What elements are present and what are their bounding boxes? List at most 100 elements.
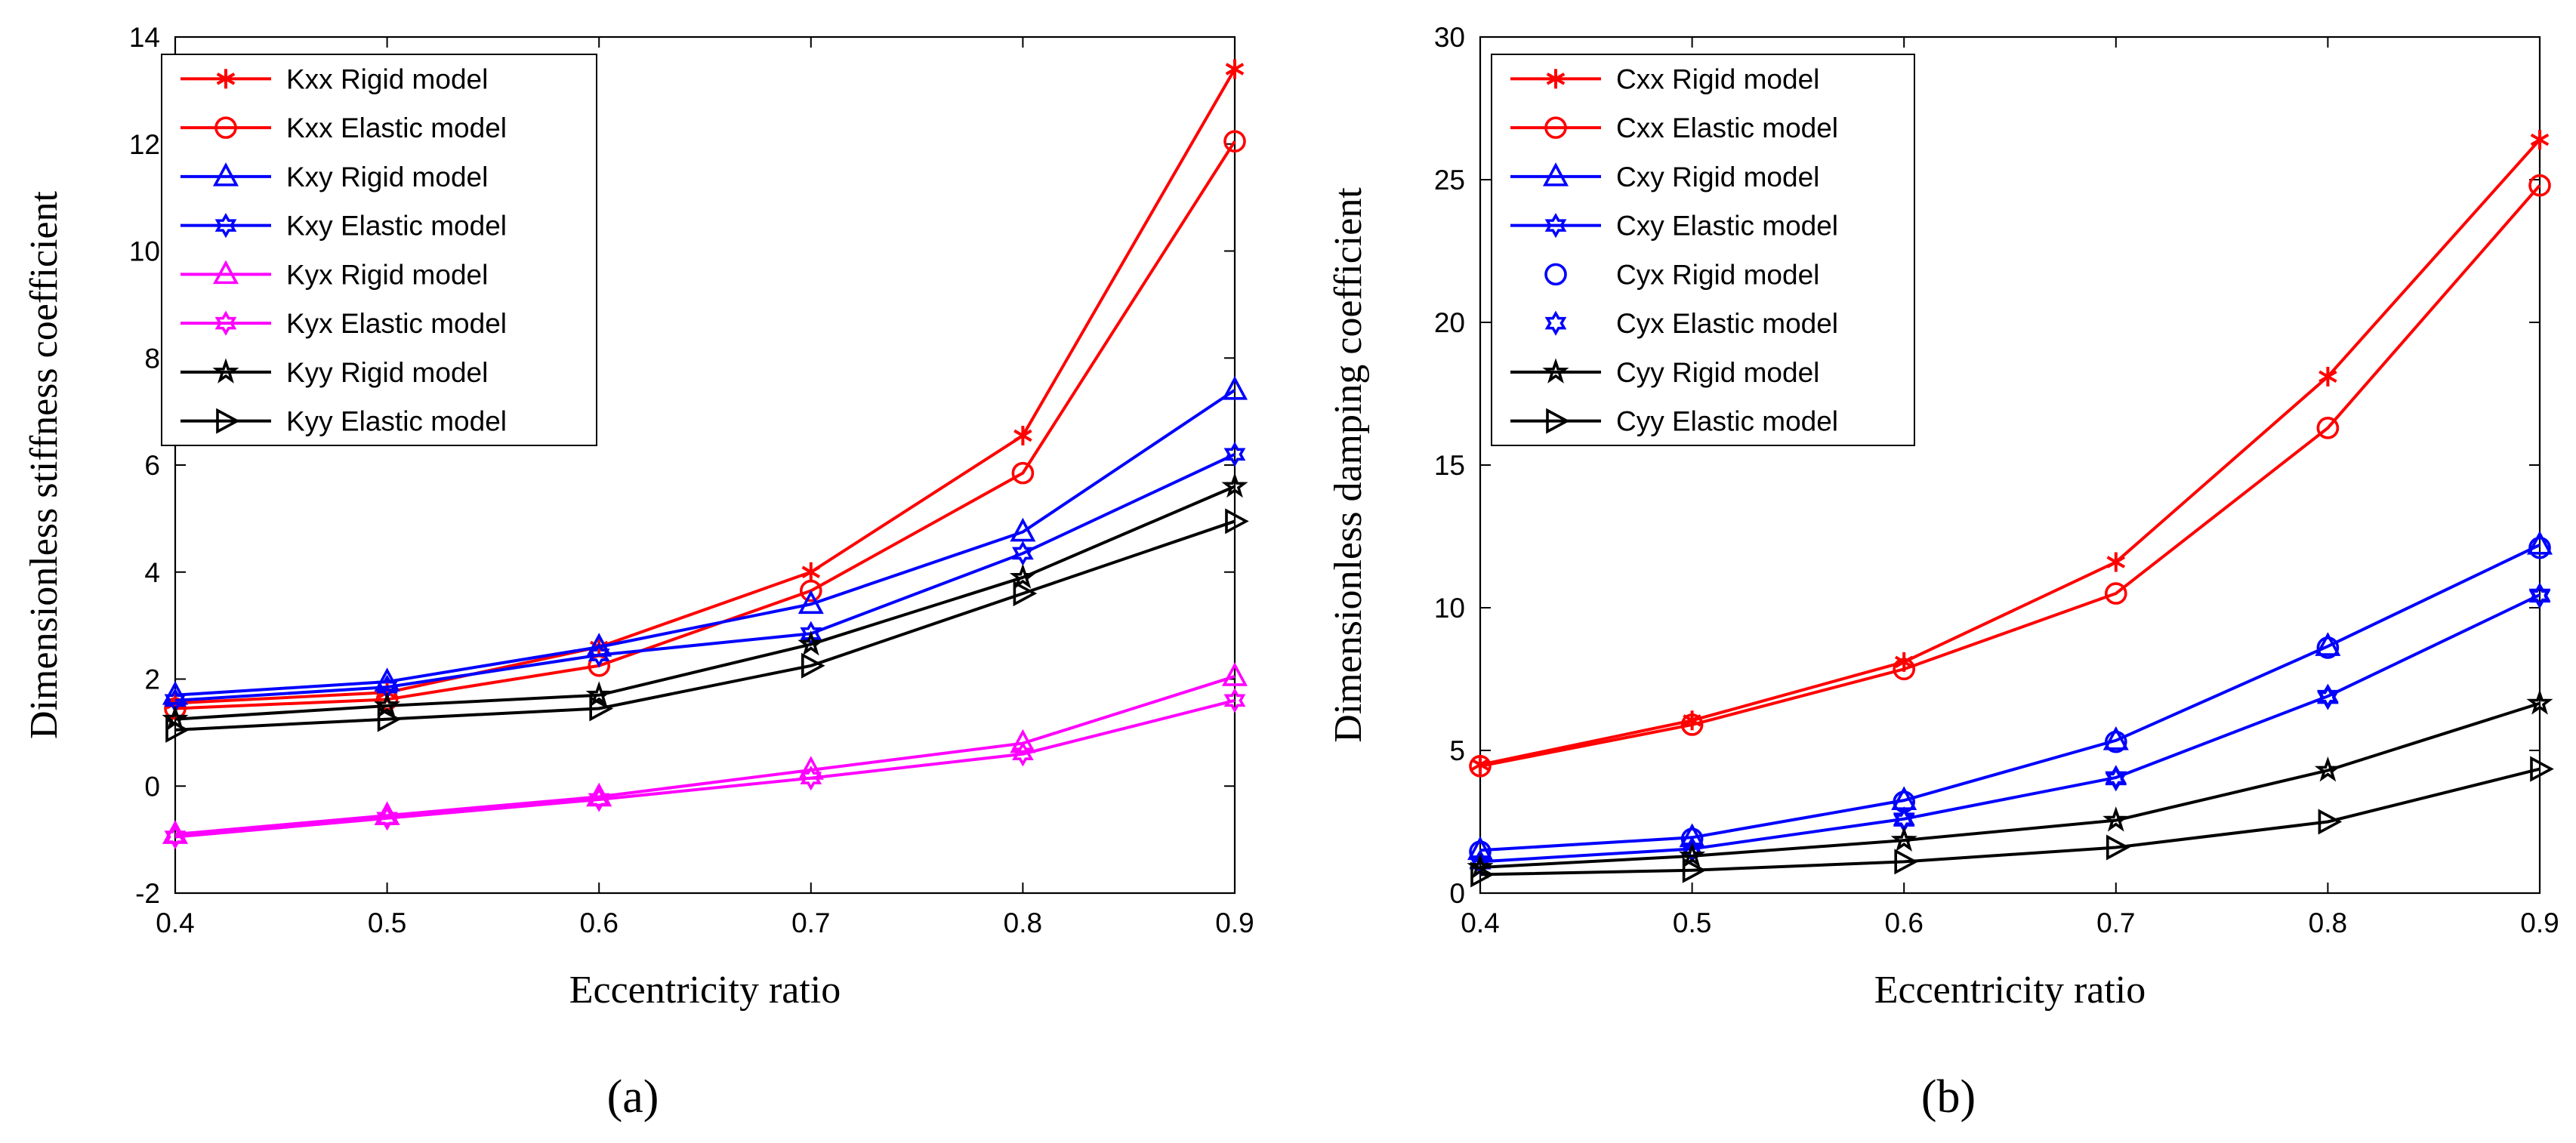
legend-entry: Cxx Elastic model	[1510, 112, 1838, 143]
series-cyx-rigid-model	[1469, 536, 2551, 863]
series-line	[174, 68, 1236, 705]
data-point	[2526, 531, 2553, 555]
x-tick-label: 0.7	[791, 907, 830, 938]
data-point	[165, 716, 190, 743]
x-tick-label: 0.5	[368, 907, 406, 938]
legend-label: Kyx Rigid model	[286, 259, 488, 290]
legend: Kxx Rigid model Kxx Elastic model Kxy Rigi…	[161, 54, 597, 446]
y-tick-label: 2	[144, 664, 160, 695]
data-point	[1469, 754, 1492, 778]
series-line	[174, 485, 1236, 721]
legend-label: Kxy Elastic model	[286, 211, 507, 242]
x-axis-title: Eccentricity ratio	[1874, 969, 2146, 1012]
data-point	[1223, 688, 1246, 713]
data-point	[1010, 517, 1036, 542]
legend-marker	[1544, 213, 1567, 239]
data-point	[1682, 857, 1707, 883]
legend-label: Kyy Elastic model	[286, 406, 507, 437]
x-tick-label: 0.4	[156, 907, 194, 938]
data-point	[2106, 834, 2130, 861]
data-point	[1225, 59, 1245, 79]
legend-label: Kyx Elastic model	[286, 308, 507, 339]
x-tick-label: 0.7	[2096, 907, 2135, 938]
x-tick-label: 0.9	[2520, 907, 2559, 938]
data-point	[374, 667, 400, 692]
y-tick-label: 20	[1434, 307, 1465, 338]
data-point	[1223, 442, 1246, 467]
y-axis-title: Dimensionless damping coefficient	[1327, 187, 1370, 743]
legend-marker	[1544, 263, 1567, 286]
legend-entry: Kyx Elastic model	[180, 308, 507, 339]
data-point	[2530, 756, 2554, 782]
data-point	[801, 652, 825, 679]
data-point	[374, 692, 401, 717]
y-tick-label: 5	[1449, 735, 1465, 766]
data-point	[1012, 541, 1034, 566]
y-tick-label: 12	[129, 129, 160, 160]
data-point	[1225, 508, 1249, 535]
series-line	[174, 453, 1236, 702]
data-point	[1470, 861, 1495, 888]
y-tick-label: -2	[135, 878, 160, 909]
legend-marker	[214, 213, 237, 239]
x-tick-label: 0.6	[1884, 907, 1923, 938]
caption: (b)	[1921, 1071, 1976, 1123]
legend-marker	[212, 260, 239, 285]
x-tick-label: 0.5	[1673, 907, 1711, 938]
legend-marker	[214, 116, 237, 139]
data-point	[2105, 582, 2127, 605]
y-tick-label: 8	[144, 343, 160, 374]
y-tick-label: 0	[144, 771, 160, 802]
data-point	[1894, 849, 1918, 875]
legend-entry: Kyy Rigid model	[180, 357, 488, 388]
data-point	[164, 824, 187, 850]
data-point	[2318, 809, 2343, 835]
data-point	[2528, 174, 2551, 197]
legend-entry: Kyx Rigid model	[180, 259, 488, 290]
data-point	[377, 706, 402, 732]
legend-label: Cxy Rigid model	[1616, 162, 1819, 193]
data-point	[797, 590, 824, 615]
x-tick-label: 0.9	[1215, 907, 1254, 938]
caption: (a)	[607, 1071, 659, 1123]
data-point	[2315, 632, 2341, 656]
data-point	[1012, 741, 1034, 767]
legend-entry: Cyy Elastic model	[1510, 406, 1838, 437]
series-line	[174, 698, 1236, 839]
legend-entry: Cxy Rigid model	[1510, 162, 1819, 193]
data-point	[2318, 366, 2337, 387]
data-point	[801, 562, 821, 582]
data-point	[1221, 662, 1248, 686]
series-line	[174, 675, 1236, 836]
data-point	[800, 579, 822, 602]
series-cxy-rigid-model	[1467, 531, 2553, 861]
data-point	[1013, 426, 1032, 446]
series-cyy-rigid-model	[1467, 689, 2553, 879]
legend-entry: Kxy Rigid model	[180, 162, 488, 193]
y-tick-label: 30	[1434, 22, 1465, 53]
data-point	[1679, 842, 1706, 867]
legend-marker	[216, 69, 236, 89]
series-kyy-elastic-model	[165, 508, 1249, 743]
y-tick-label: 4	[144, 557, 160, 588]
series-line	[174, 519, 1236, 732]
legend-label: Cyy Rigid model	[1616, 357, 1819, 388]
legend-label: Kxx Rigid model	[286, 63, 488, 94]
series-cxy-elastic-model	[1469, 582, 2551, 875]
data-point	[1013, 581, 1038, 607]
y-tick-label: 10	[1434, 593, 1465, 624]
series-kxy-elastic-model	[164, 442, 1246, 713]
legend-entry: Cyx Rigid model	[1544, 259, 1819, 290]
legend-marker	[1542, 358, 1569, 384]
legend-entry: Kxx Rigid model	[180, 63, 488, 94]
y-axis-title: Dimensionless stiffness coefficient	[23, 190, 66, 738]
series-line	[1479, 701, 2541, 869]
data-point	[1010, 729, 1036, 753]
data-point	[2528, 536, 2551, 559]
legend-marker	[1546, 69, 1566, 89]
data-point	[1221, 472, 1248, 498]
data-point	[2316, 636, 2340, 659]
legend-marker	[1544, 116, 1567, 139]
data-point	[1680, 713, 1704, 736]
data-point	[1890, 826, 1917, 852]
